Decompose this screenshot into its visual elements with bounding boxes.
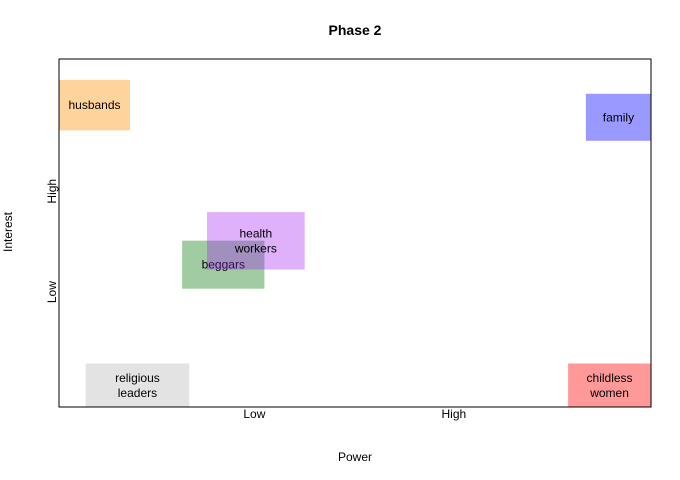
plot-frame bbox=[58, 58, 652, 408]
stakeholder-label-husbands: husbands bbox=[68, 98, 120, 112]
stakeholder-beggars: beggars bbox=[182, 240, 265, 289]
stakeholder-family: family bbox=[585, 93, 651, 141]
y-tick-label: High bbox=[45, 179, 59, 204]
x-tick-labels: Low High bbox=[243, 407, 466, 421]
stakeholder-label-family: family bbox=[603, 110, 634, 124]
stakeholder-husbands: husbands bbox=[59, 79, 131, 131]
x-axis-label: Power bbox=[338, 450, 372, 464]
plot-area: husbandsfamilybeggarshealthworkersreligi… bbox=[59, 79, 651, 407]
y-axis-label: Interest bbox=[1, 211, 15, 252]
stakeholder-label-health-workers: workers bbox=[234, 241, 277, 255]
stakeholder-label-religious-leaders: leaders bbox=[118, 386, 157, 400]
y-tick-label: Low bbox=[45, 281, 59, 303]
stakeholder-label-childless-women: childless bbox=[587, 371, 633, 385]
chart-title: Phase 2 bbox=[329, 22, 382, 38]
stakeholder-box-religious-leaders bbox=[85, 363, 190, 407]
x-tick-label: Low bbox=[243, 407, 265, 421]
stakeholder-label-health-workers: health bbox=[239, 226, 272, 240]
y-tick-labels: Low High bbox=[45, 179, 59, 303]
stakeholder-box-family bbox=[585, 93, 651, 141]
stakeholder-box-health-workers bbox=[207, 212, 305, 270]
stakeholder-label-beggars: beggars bbox=[202, 258, 245, 272]
stakeholder-box-beggars bbox=[182, 240, 265, 289]
stakeholder-box-childless-women bbox=[568, 363, 651, 407]
stakeholder-box-husbands bbox=[59, 79, 131, 131]
stakeholder-label-childless-women: women bbox=[589, 386, 629, 400]
stakeholder-label-religious-leaders: religious bbox=[115, 371, 160, 385]
x-tick-label: High bbox=[442, 407, 467, 421]
